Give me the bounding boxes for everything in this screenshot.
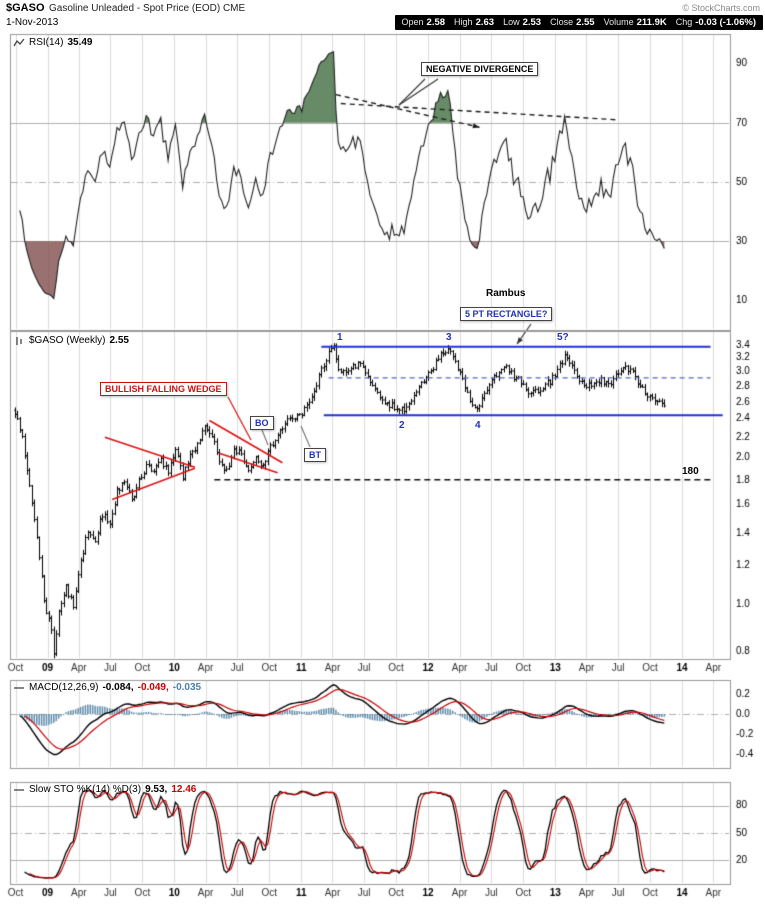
rsi-name: RSI(14) bbox=[29, 37, 64, 48]
price-name: $GASO (Weekly) bbox=[29, 335, 106, 346]
dash-indicator-icon bbox=[14, 686, 24, 689]
bullish-falling-wedge-label: BULLISH FALLING WEDGE bbox=[100, 382, 227, 396]
dash-indicator-icon bbox=[14, 788, 24, 791]
quote-high: High 2.63 bbox=[454, 17, 495, 28]
breakout-label: BO bbox=[250, 416, 274, 430]
quote-change: Chg -0.03 (-1.06%) bbox=[675, 17, 756, 28]
rsi-value: 35.49 bbox=[67, 37, 93, 48]
rectangle-point-1: 1 bbox=[337, 332, 343, 343]
macd-line-value: -0.084, bbox=[102, 682, 134, 693]
quote-close: Close 2.55 bbox=[550, 17, 595, 28]
rsi-legend: RSI(14) 35.49 bbox=[13, 37, 92, 48]
copyright-label: © StockCharts.com bbox=[682, 3, 760, 13]
price-value: 2.55 bbox=[109, 335, 129, 346]
quote-open: Open 2.58 bbox=[401, 17, 446, 28]
macd-hist-value: -0.035 bbox=[172, 682, 202, 693]
quote-bar: Open 2.58 High 2.63 Low 2.53 Close 2.55 Volu… bbox=[394, 15, 763, 30]
quote-volume: Volume 211.9K bbox=[603, 17, 667, 28]
macd-legend: MACD(12,26,9) -0.084, -0.049, -0.035 bbox=[13, 682, 201, 693]
negative-divergence-label: NEGATIVE DIVERGENCE bbox=[421, 62, 539, 76]
chart-date: 1-Nov-2013 bbox=[6, 17, 59, 28]
sto-name: Slow STO %K(14) %D(3) bbox=[29, 784, 142, 795]
chart-title: Gasoline Unleaded - Spot Price (EOD) CME bbox=[49, 3, 246, 14]
quote-low: Low 2.53 bbox=[503, 17, 542, 28]
macd-name: MACD(12,26,9) bbox=[29, 682, 99, 693]
five-point-rectangle-label: 5 PT RECTANGLE? bbox=[460, 307, 553, 321]
sto-legend: Slow STO %K(14) %D(3) 9.53, 12.46 bbox=[13, 784, 196, 795]
level-180-label: 180 bbox=[682, 466, 699, 477]
rectangle-point-3: 3 bbox=[446, 332, 452, 343]
rectangle-point-5: 5? bbox=[557, 332, 569, 343]
line-indicator-icon bbox=[13, 38, 25, 46]
backtest-label: BT bbox=[304, 448, 326, 462]
rambus-label: Rambus bbox=[486, 288, 526, 299]
sto-k-value: 9.53, bbox=[145, 784, 168, 795]
rectangle-point-2: 2 bbox=[399, 420, 405, 431]
macd-signal-value: -0.049, bbox=[137, 682, 169, 693]
ohlc-bars-icon bbox=[16, 336, 22, 345]
rectangle-point-4: 4 bbox=[475, 420, 481, 431]
ticker-symbol: $GASO bbox=[6, 2, 45, 14]
sto-d-value: 12.46 bbox=[171, 784, 197, 795]
price-legend: $GASO (Weekly) 2.55 bbox=[13, 335, 129, 346]
